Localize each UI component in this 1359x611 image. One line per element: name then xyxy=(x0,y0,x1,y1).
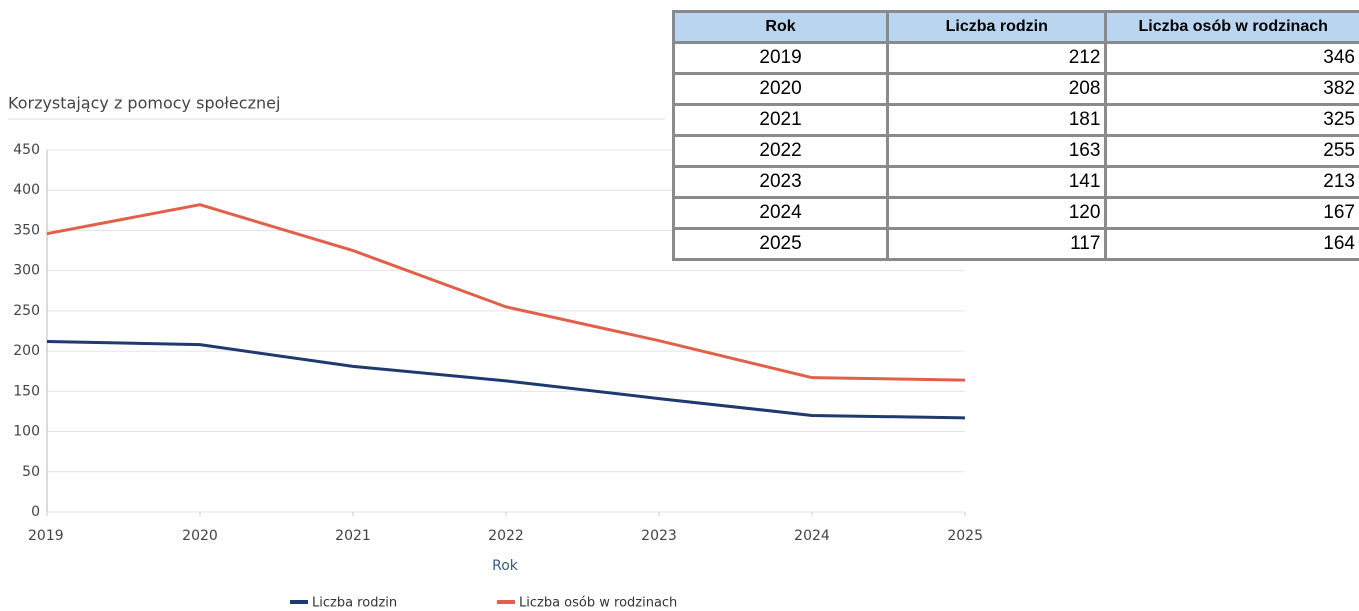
x-axis-label: Rok xyxy=(492,558,519,574)
y-tick-label: 100 xyxy=(13,424,40,440)
x-tick-label: 2022 xyxy=(488,528,524,544)
table-cell: 2025 xyxy=(671,227,890,261)
y-tick-label: 350 xyxy=(13,222,40,238)
table-cell: 163 xyxy=(886,134,1108,168)
y-tick-label: 400 xyxy=(13,182,40,198)
header-row: Rok Liczba rodzin Liczba osób w rodzinach xyxy=(671,10,1359,44)
x-tick-label: 2019 xyxy=(28,528,64,544)
table-cell: 382 xyxy=(1104,72,1359,106)
table-row: 2022 163 255 xyxy=(671,134,1359,168)
table-cell: 164 xyxy=(1104,227,1359,261)
series-line xyxy=(46,203,966,382)
x-tick-label: 2020 xyxy=(182,528,218,544)
chart-title: Korzystający z pomocy społecznej xyxy=(8,94,280,113)
legend-swatch xyxy=(497,600,515,604)
y-tick-label: 0 xyxy=(31,504,40,520)
header-cell: Liczba osób w rodzinach xyxy=(1104,10,1359,44)
header-cell: Rok xyxy=(671,10,890,44)
table-cell: 212 xyxy=(886,41,1108,75)
header-cell: Liczba rodzin xyxy=(886,10,1108,44)
y-tick-label: 300 xyxy=(13,263,40,279)
table-cell: 2024 xyxy=(671,196,890,230)
table-cell: 346 xyxy=(1104,41,1359,75)
y-tick-label: 200 xyxy=(13,343,40,359)
table-cell: 167 xyxy=(1104,196,1359,230)
table-cell: 120 xyxy=(886,196,1108,230)
x-tick-label: 2023 xyxy=(641,528,677,544)
table-cell: 213 xyxy=(1104,165,1359,199)
table-cell: 141 xyxy=(886,165,1108,199)
table-row: 2025 117 164 xyxy=(671,227,1359,261)
x-tick-label: 2025 xyxy=(947,528,983,544)
table-cell: 2020 xyxy=(671,72,890,106)
table-cell: 2021 xyxy=(671,103,890,137)
x-tick-label: 2024 xyxy=(794,528,830,544)
y-tick-label: 450 xyxy=(13,142,40,158)
legend-label: Liczba rodzin xyxy=(312,596,397,611)
legend-swatch xyxy=(290,600,308,604)
table-cell: 181 xyxy=(886,103,1108,137)
table-cell: 2022 xyxy=(671,134,890,168)
series-line xyxy=(46,339,966,420)
table-row: 2024 120 167 xyxy=(671,196,1359,230)
x-tick-label: 2021 xyxy=(335,528,371,544)
table-row: 2021 181 325 xyxy=(671,103,1359,137)
y-tick-label: 50 xyxy=(22,464,40,480)
legend-label: Liczba osób w rodzinach xyxy=(519,596,677,611)
table-cell: 117 xyxy=(886,227,1108,261)
table-cell: 2023 xyxy=(671,165,890,199)
table-cell: 255 xyxy=(1104,134,1359,168)
y-tick-label: 150 xyxy=(13,383,40,399)
table-cell: 208 xyxy=(886,72,1108,106)
table-cell: 2019 xyxy=(671,41,890,75)
table-row: 2023 141 213 xyxy=(671,165,1359,199)
table-cell: 325 xyxy=(1104,103,1359,137)
data-table: Rok Liczba rodzin Liczba osób w rodzinach 2… xyxy=(671,10,1359,261)
table-row: 2019 212 346 xyxy=(671,41,1359,75)
y-tick-label: 250 xyxy=(13,303,40,319)
table-row: 2020 208 382 xyxy=(671,72,1359,106)
